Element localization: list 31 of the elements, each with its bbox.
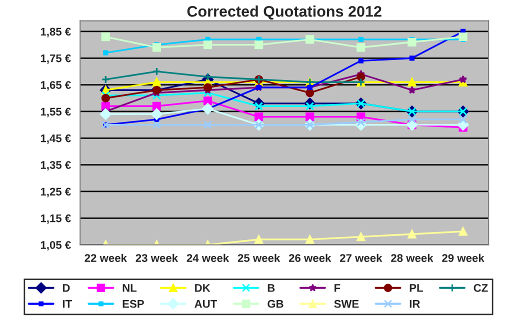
legend-label: IR: [410, 300, 420, 308]
legend-label: DK: [195, 284, 210, 292]
x-tick-label: 25 week: [238, 254, 280, 262]
y-tick-label: 1,25 €: [40, 188, 71, 198]
x-tick-label: 29 week: [442, 254, 484, 262]
y-tick-label: 1,65 €: [40, 81, 71, 91]
legend-label: F: [334, 284, 340, 292]
legend-label: D: [62, 284, 70, 292]
chart-title: Corrected Quotations 2012: [187, 6, 382, 20]
x-tick-label: 22 week: [84, 254, 127, 262]
y-tick-label: 1,05 €: [40, 241, 71, 251]
legend-label: GB: [268, 300, 284, 308]
y-tick-label: 1,85 €: [40, 28, 71, 38]
y-tick-label: 1,45 €: [40, 134, 71, 144]
legend-label: B: [268, 284, 275, 292]
legend-label: SWE: [334, 300, 359, 308]
legend-label: CZ: [474, 284, 488, 292]
legend-label: IT: [62, 300, 72, 308]
x-tick-label: 27 week: [340, 254, 382, 262]
x-tick-label: 26 week: [288, 254, 332, 262]
y-tick-label: 1,35 €: [40, 161, 71, 171]
x-tick-label: 28 week: [391, 254, 434, 262]
y-tick-label: 1,55 €: [40, 108, 71, 118]
x-tick-label: 23 week: [136, 254, 178, 262]
legend-label: AUT: [194, 300, 218, 308]
legend-label: NL: [122, 284, 137, 292]
legend-label: PL: [410, 284, 423, 292]
x-tick-label: 24 week: [186, 254, 230, 262]
y-tick-label: 1,75 €: [40, 54, 71, 64]
y-tick-label: 1,15 €: [40, 214, 71, 224]
legend-label: ESP: [122, 300, 144, 308]
